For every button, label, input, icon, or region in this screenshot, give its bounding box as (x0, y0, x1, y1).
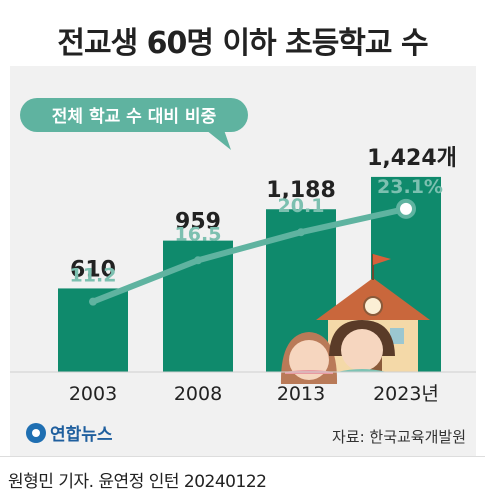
x-tick-label-3: 2023년 (373, 383, 439, 405)
legend-callout-box (20, 98, 248, 132)
x-tick-label-2: 2013 (277, 383, 325, 405)
line-value-label-3: 23.1% (377, 176, 443, 198)
brand-logo-icon-inner (32, 429, 40, 437)
page-title: 전교생 60명 이하 초등학교 수 (57, 26, 428, 61)
line-value-label-1: 16.5 (175, 223, 222, 245)
bar-value-label-2: 1,188 (266, 178, 336, 203)
byline: 원형민 기자. 윤연정 인턴 20240122 (8, 472, 267, 492)
ratio-line (90, 205, 409, 305)
line-point-2 (297, 228, 305, 237)
line-point-3 (396, 198, 416, 219)
legend-callout-label: 전체 학교 수 대비 비중 (52, 107, 217, 127)
line-point-1 (194, 256, 202, 265)
x-tick-label-0: 2003 (69, 383, 117, 405)
school-clock (363, 296, 383, 316)
chart-panel: 610 959 1,188 1,424개 2003 2008 2013 2023년 11.2… (10, 66, 476, 456)
line-value-label-2: 20.1 (278, 195, 325, 217)
legend-callout: 전체 학교 수 대비 비중 (20, 98, 248, 150)
chart: 610 959 1,188 1,424개 2003 2008 2013 2023년 11.2… (10, 98, 476, 446)
school-window (390, 328, 404, 344)
bar-value-label-3: 1,424개 (367, 146, 457, 171)
school-children-illustration (280, 254, 430, 384)
boy-body (337, 369, 387, 372)
x-tick-label-1: 2008 (174, 383, 222, 405)
legend-callout-tail (206, 130, 231, 150)
line-point-0 (89, 297, 97, 306)
bar-value-label-0: 610 (70, 257, 116, 282)
brand-name: 연합뉴스 (50, 424, 113, 445)
girl-face (289, 340, 329, 380)
brand-logo: 연합뉴스 (26, 423, 113, 445)
source-text: 자료: 한국교육개발원 (332, 428, 466, 446)
bar-value-label-1: 959 (175, 210, 221, 235)
footer: 원형민 기자. 윤연정 인턴 20240122 (0, 456, 485, 501)
line-value-label-0: 11.2 (70, 265, 117, 287)
boy-face (341, 329, 383, 371)
flag-icon (373, 254, 391, 265)
